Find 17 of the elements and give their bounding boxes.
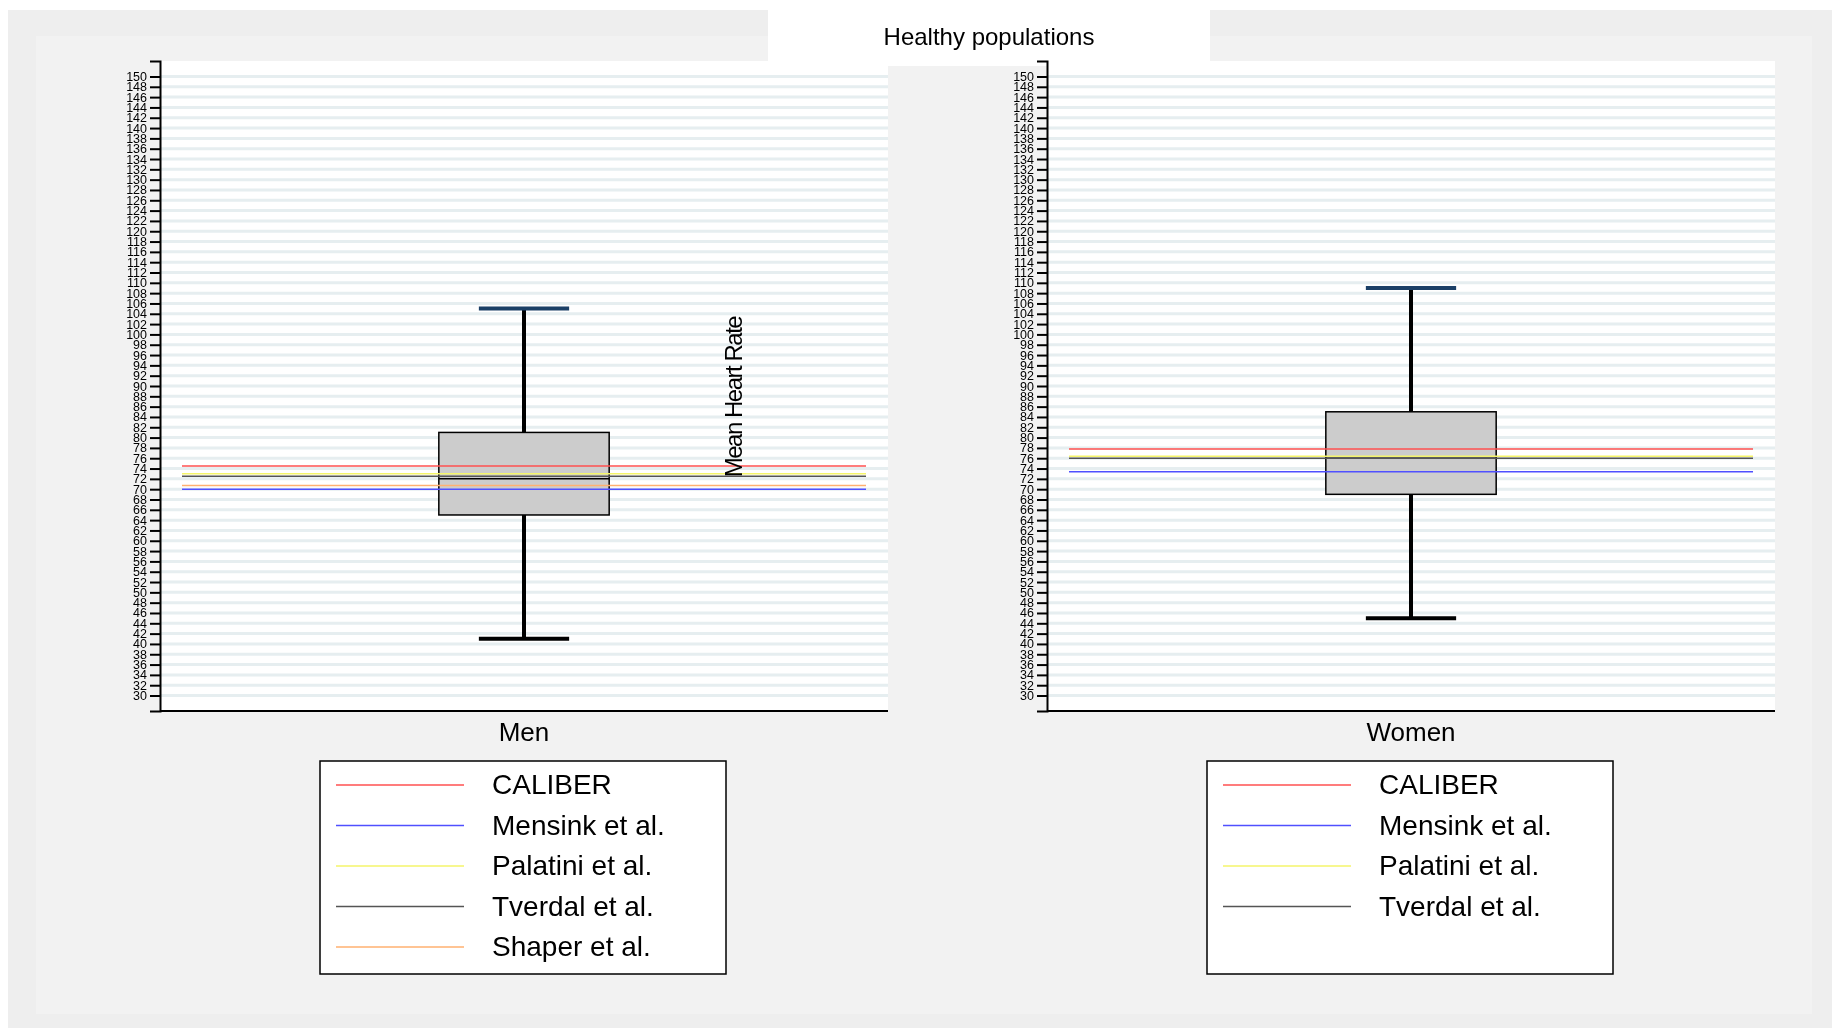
legend-label: Palatini et al.: [492, 850, 653, 881]
legend-label: Tverdal et al.: [492, 890, 654, 922]
annotation: Mean Heart Rate: [720, 315, 747, 478]
legend-label: Shaper et al.: [492, 931, 651, 962]
legend-label: Tverdal et al.: [1379, 890, 1541, 922]
legend-label: Mensink et al.: [1379, 809, 1552, 841]
x-tick-label: Women: [1366, 717, 1456, 747]
legend-label: CALIBER: [1379, 769, 1499, 800]
y-tick-label: 30: [133, 689, 148, 704]
legend-label: Mensink et al.: [492, 809, 665, 841]
x-tick-label: Men: [498, 717, 550, 747]
text: Healthy populations: [883, 23, 1095, 50]
legend-label: Palatini et al.: [1379, 850, 1540, 881]
y-tick-label: 150: [126, 69, 148, 84]
y-tick-label: 30: [1020, 689, 1035, 704]
y-tick-label: 150: [1013, 69, 1035, 84]
legend-label: CALIBER: [492, 769, 612, 800]
